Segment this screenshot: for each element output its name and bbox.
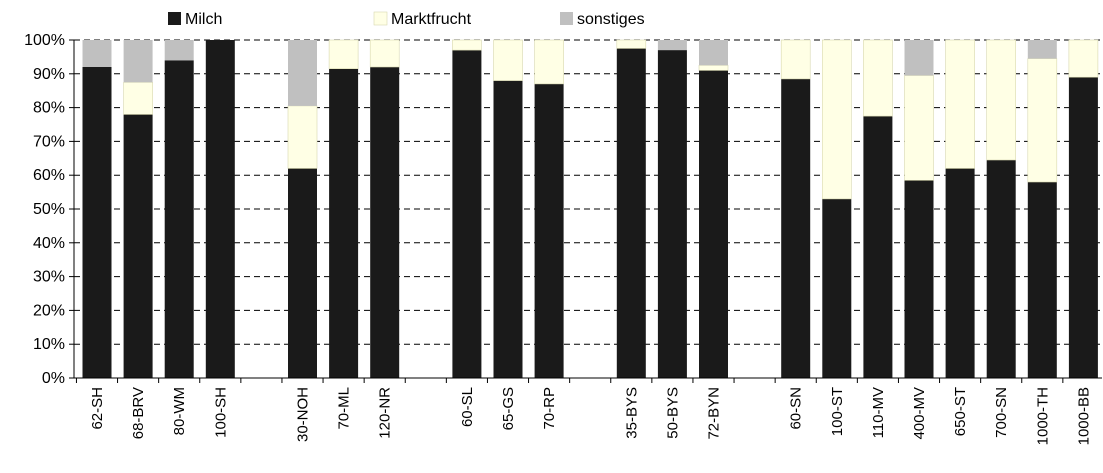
bar-segment-marktfrucht-70-ml [328,39,359,70]
x-tick-label: 65-GS [500,387,517,430]
y-tick-label: 10% [33,336,65,353]
x-tick-label: 35-BYS [623,387,640,439]
y-tick-label: 60% [33,167,65,184]
bar-segment-milch-100-sh [205,40,235,378]
x-tick-label: 1000-BB [1075,387,1092,445]
y-tick-label: 80% [33,100,65,117]
bar-segment-sonstiges-80-wm [164,40,194,61]
legend: Milch Marktfrucht sonstiges [168,11,645,28]
bar-segment-marktfrucht-1000-bb [1068,39,1099,78]
legend-label: Marktfrucht [391,11,472,28]
y-tick-label: 40% [33,235,65,252]
legend-label: Milch [185,11,222,28]
x-tick-label: 110-MV [870,387,887,438]
legend-label: sonstiges [577,11,645,28]
y-tick-label: 50% [33,201,65,218]
x-tick-label: 650-ST [952,387,969,436]
x-tick-label: 80-WM [171,387,188,435]
bar-segment-milch-60-sl [452,50,482,378]
x-tick-label: 30-NOH [295,387,312,442]
bar-segment-milch-30-noh [288,168,317,378]
y-tick-label: 70% [33,133,65,150]
bar-segment-marktfrucht-65-gs [493,39,523,81]
bar-segment-marktfrucht-700-sn [986,39,1017,161]
x-tick-labels: 62-SH 68-BRV 80-WM 100-SH 30-NOH 70-ML 120-NR 6… [89,387,1092,446]
bar-segment-marktfrucht-110-mv [863,39,893,117]
x-tick-label: 700-SN [993,387,1010,438]
x-tick-label: 1000-TH [1034,387,1051,445]
bar-segment-marktfrucht-60-sl [452,39,482,51]
bar-segment-marktfrucht-120-nr [369,39,400,68]
bar-segment-marktfrucht-400-mv [904,75,934,181]
y-tick-label: 20% [33,302,65,319]
bar-segment-milch-1000-bb [1068,77,1098,378]
bar-segment-sonstiges-30-noh [288,40,317,106]
x-tick-label: 100-SH [212,387,229,438]
bar-segment-milch-80-wm [164,60,194,379]
legend-swatch [373,11,388,26]
x-tick-label: 70-ML [336,387,353,430]
bar-segment-marktfrucht-60-sn [780,39,811,80]
bar-segment-marktfrucht-100-st [821,39,852,200]
bar-segment-marktfrucht-650-st [945,39,975,169]
bar-segment-milch-50-bys [657,50,687,378]
legend-swatch [560,12,573,25]
bar-segment-milch-120-nr [370,67,400,378]
bar-segment-milch-62-sh [82,67,112,378]
bar-segment-marktfrucht-1000-th [1027,58,1058,183]
x-tick-label: 120-NR [377,387,394,439]
bar-segment-sonstiges-400-mv [904,40,934,76]
bar-segment-sonstiges-1000-th [1027,40,1057,59]
x-tick-label: 72-BYN [706,387,723,440]
bar-segment-milch-650-st [945,168,975,378]
x-tick-label: 68-BRV [130,387,147,439]
bar-segment-milch-65-gs [493,80,523,378]
bar-segment-sonstiges-68-brv [123,40,153,83]
x-tick-label: 62-SH [89,387,106,430]
y-tick-label: 100% [24,32,65,49]
legend-item-marktfrucht: Marktfrucht [373,11,472,28]
x-tick-label: 50-BYS [664,387,681,439]
x-tick-label: 400-MV [911,387,928,440]
bar-segment-marktfrucht-30-noh [287,105,318,169]
legend-item-sonstiges: sonstiges [560,11,645,28]
y-tick-labels: 0% 10% 20% 30% 40% 50% 60% 70% 80% 90% 100% [24,32,65,387]
y-tick-label: 0% [42,370,65,387]
bar-segment-milch-400-mv [904,180,934,378]
bar-segment-marktfrucht-72-byn [698,65,729,71]
bar-segment-milch-68-brv [123,114,153,379]
y-tick-label: 30% [33,269,65,286]
bar-segment-sonstiges-72-byn [699,40,728,66]
bar-segment-marktfrucht-68-brv [123,82,153,115]
bar-segment-milch-700-sn [986,160,1016,378]
x-tick-label: 60-SN [788,387,805,430]
bar-segment-milch-60-sn [781,78,811,379]
axes [69,39,1102,383]
bar-segment-milch-1000-th [1027,182,1057,378]
bar-segment-marktfrucht-35-bys [616,39,647,49]
gridlines [74,39,1102,345]
x-tick-label: 60-SL [459,387,476,427]
bar-segment-marktfrucht-70-rp [534,39,564,85]
x-tick-label: 100-ST [829,387,846,436]
bar-segment-milch-100-st [822,198,852,378]
y-tick-label: 90% [33,66,65,83]
bar-segment-milch-70-ml [329,68,359,378]
bars [82,39,1099,379]
x-tick-label: 70-RP [541,387,558,430]
bar-segment-sonstiges-50-bys [657,40,687,51]
bar-segment-milch-35-bys [616,48,646,379]
legend-item-milch: Milch [168,11,222,28]
bar-segment-milch-70-rp [534,83,564,379]
bar-segment-sonstiges-62-sh [82,40,112,67]
bar-segment-milch-72-byn [699,70,728,379]
legend-swatch [168,12,181,25]
bar-segment-milch-110-mv [863,116,893,378]
